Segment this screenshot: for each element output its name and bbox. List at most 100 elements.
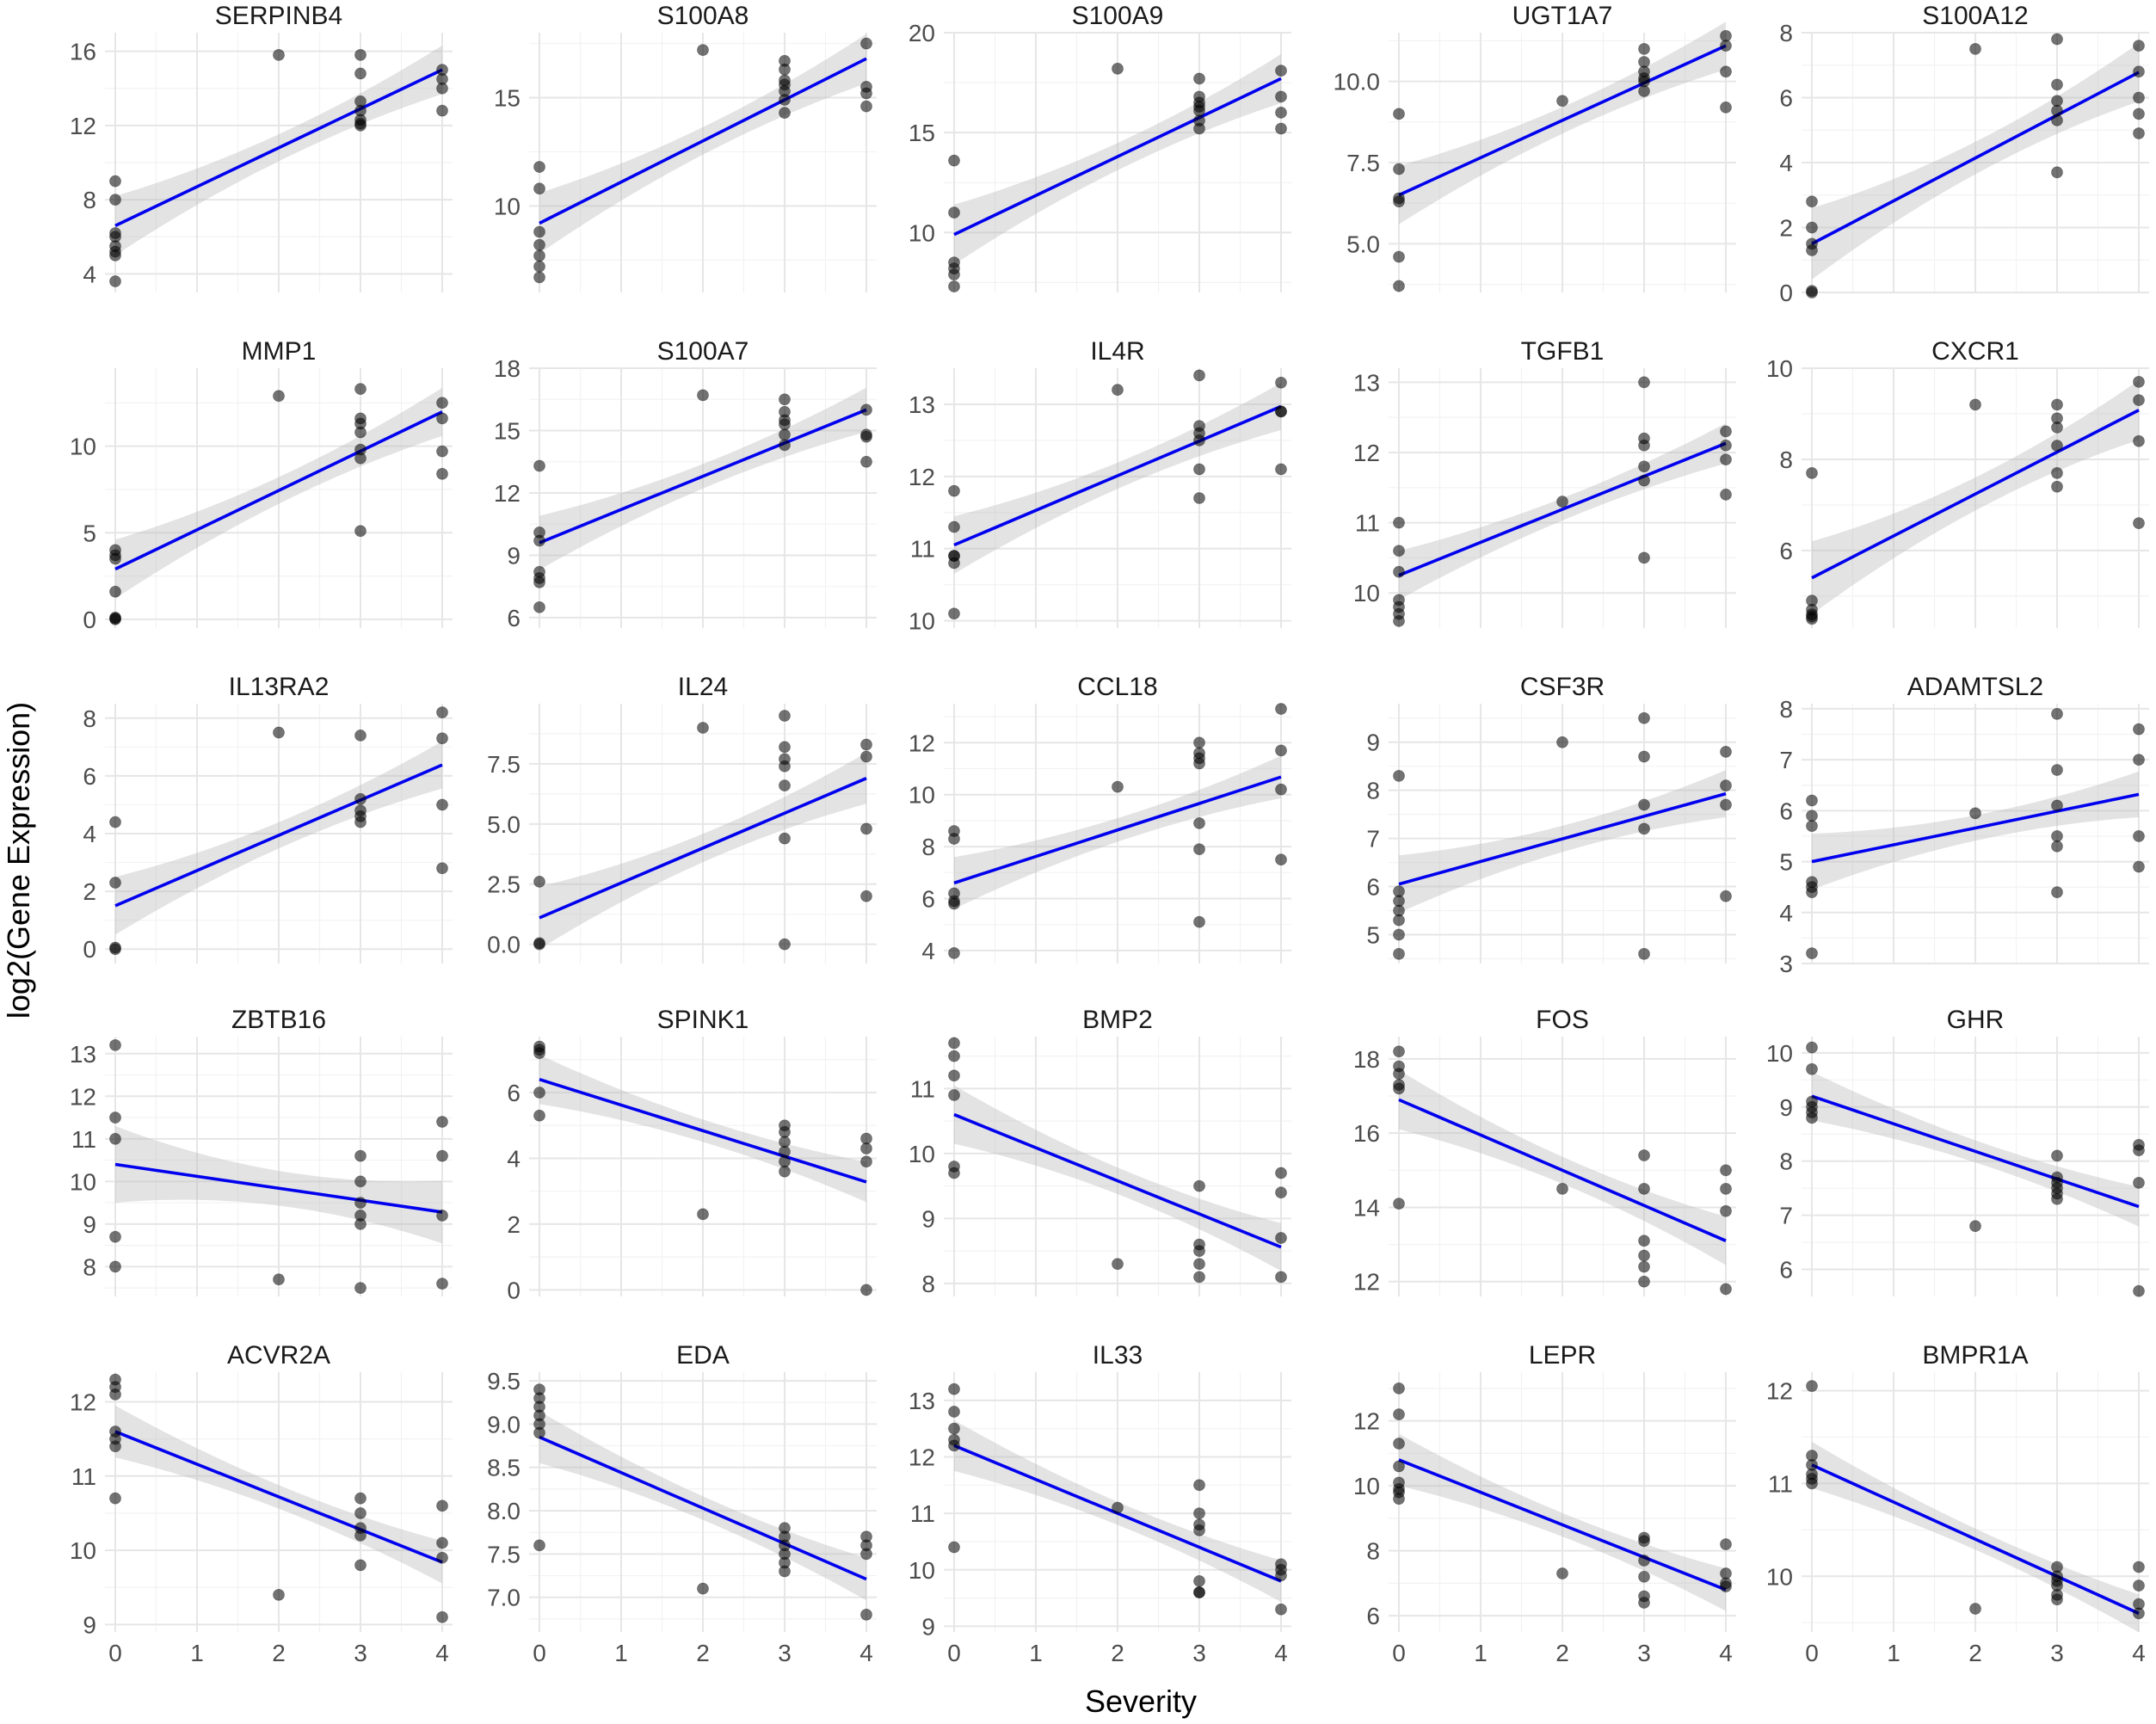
data-point [354, 452, 367, 465]
data-point [533, 1539, 545, 1552]
y-tick-label: 10 [70, 1168, 96, 1195]
data-point [1638, 71, 1650, 84]
data-point [2133, 723, 2145, 736]
data-point [1638, 798, 1650, 811]
data-points [533, 1040, 872, 1296]
data-point [1638, 1555, 1650, 1567]
y-tick-label: 6 [1366, 1603, 1380, 1629]
data-point [1638, 1260, 1650, 1273]
x-tick-label: 4 [2132, 1640, 2146, 1666]
data-point [354, 1175, 367, 1188]
y-tick-label: 14 [1353, 1194, 1380, 1221]
data-point [2133, 91, 2145, 104]
x-tick-label: 2 [696, 1640, 710, 1666]
major-gridlines [529, 367, 877, 628]
y-tick-label: 4 [83, 261, 96, 287]
data-point [436, 1610, 448, 1623]
data-point [948, 1406, 960, 1418]
data-point [273, 390, 285, 403]
data-point [1193, 122, 1205, 135]
data-point [109, 1492, 121, 1505]
y-tick-label: 10 [494, 193, 521, 219]
y-tick-label: 2 [83, 878, 96, 905]
data-point [354, 48, 367, 61]
y-tick-label: 9 [921, 1613, 935, 1640]
data-point [779, 63, 791, 76]
data-point [436, 1499, 448, 1512]
x-tick-label: 0 [1392, 1640, 1406, 1666]
data-point [2051, 78, 2063, 91]
panel-title: BMPR1A [1922, 1341, 2028, 1370]
data-point [1393, 1460, 1405, 1473]
data-point [1806, 947, 1818, 960]
data-point [1193, 1479, 1205, 1492]
panel-mmp1: MMP1 0 5 10 [70, 337, 453, 633]
y-tick-label: 3 [1779, 951, 1793, 977]
data-point [697, 1208, 709, 1221]
x-tick-label: 3 [2050, 1640, 2064, 1666]
data-point [1638, 1597, 1650, 1609]
data-point [109, 816, 121, 828]
data-point [109, 1230, 121, 1243]
y-tick-label: 10 [1353, 1473, 1380, 1499]
panel-s100a12: S100A12 0 2 4 6 8 [1779, 2, 2149, 306]
data-point [1638, 1235, 1650, 1247]
data-point [2133, 517, 2145, 530]
data-point [860, 1142, 872, 1154]
data-point [533, 161, 545, 173]
y-tick-label: 9 [83, 1611, 96, 1638]
y-tick-label: 8.0 [487, 1498, 521, 1524]
y-tick-label: 10 [909, 1141, 935, 1167]
y-tick-label: 4 [507, 1145, 521, 1172]
data-point [436, 732, 448, 745]
x-tick-label: 3 [354, 1640, 367, 1666]
panel-title: SERPINB4 [215, 2, 342, 30]
major-gridlines [1802, 1037, 2149, 1296]
data-point [1806, 244, 1818, 256]
regression-line [1811, 1463, 2140, 1616]
x-tick-label: 3 [1637, 1640, 1651, 1666]
panel-s100a9: S100A9 10 15 20 [909, 2, 1291, 292]
data-point [1193, 101, 1205, 113]
data-point [109, 1260, 121, 1273]
data-point [1275, 1569, 1287, 1582]
data-point [948, 607, 960, 620]
data-points [1393, 29, 1732, 292]
data-point [2133, 1607, 2145, 1620]
y-tick-label: 7.5 [1346, 150, 1380, 176]
data-point [436, 862, 448, 875]
regression-line [539, 1435, 867, 1581]
data-points [533, 37, 872, 284]
data-point [1393, 516, 1405, 529]
data-point [779, 760, 791, 773]
data-points [1806, 33, 2145, 299]
data-point [1806, 820, 1818, 833]
data-point [948, 1069, 960, 1082]
y-tick-label: 12 [494, 480, 521, 507]
regression-line [1398, 791, 1727, 886]
panel-title: IL4R [1090, 337, 1144, 366]
y-tick-label: 9 [1779, 1094, 1793, 1121]
data-point [2051, 707, 2063, 720]
data-point [354, 1529, 367, 1542]
data-points [109, 1039, 448, 1294]
y-tick-label: 6 [507, 1080, 521, 1106]
y-tick-label: 8 [83, 705, 96, 732]
panel-s100a7: S100A7 6 9 12 15 18 [494, 337, 877, 631]
y-tick-label: 7.5 [487, 751, 521, 778]
data-point [1806, 1380, 1818, 1393]
data-point [1393, 565, 1405, 578]
data-point [948, 206, 960, 219]
major-gridlines [1389, 1372, 1736, 1632]
x-tick-label: 2 [272, 1640, 286, 1666]
y-tick-label: 6 [1779, 85, 1793, 112]
y-tick-label: 8 [83, 187, 96, 213]
data-point [109, 275, 121, 287]
data-point [1638, 460, 1650, 473]
data-point [1275, 853, 1287, 866]
regression-line [539, 1077, 867, 1184]
data-point [1193, 1258, 1205, 1271]
data-point [533, 182, 545, 195]
